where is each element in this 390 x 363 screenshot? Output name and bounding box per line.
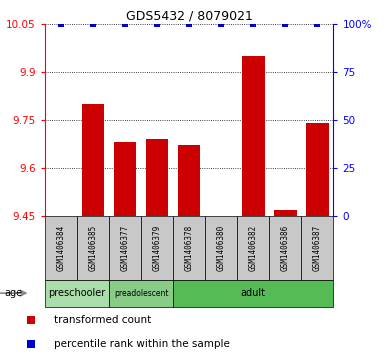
Bar bbox=[109, 280, 173, 307]
Bar bbox=[242, 56, 264, 216]
Text: GSM1406385: GSM1406385 bbox=[89, 225, 98, 271]
Bar bbox=[173, 216, 205, 280]
Point bbox=[250, 21, 256, 26]
Text: GSM1406380: GSM1406380 bbox=[217, 225, 226, 271]
Point bbox=[90, 21, 96, 26]
Point bbox=[282, 21, 289, 26]
Text: GSM1406379: GSM1406379 bbox=[152, 225, 161, 271]
Bar bbox=[205, 216, 237, 280]
Bar bbox=[77, 216, 109, 280]
Text: transformed count: transformed count bbox=[53, 315, 151, 325]
Point bbox=[122, 21, 128, 26]
Bar bbox=[237, 216, 269, 280]
Point bbox=[186, 21, 192, 26]
Text: percentile rank within the sample: percentile rank within the sample bbox=[53, 339, 229, 348]
Text: GSM1406384: GSM1406384 bbox=[57, 225, 66, 271]
Bar bbox=[306, 123, 329, 216]
Point bbox=[218, 21, 224, 26]
Bar bbox=[141, 216, 173, 280]
Text: GSM1406387: GSM1406387 bbox=[313, 225, 322, 271]
Text: adult: adult bbox=[241, 288, 266, 298]
Bar bbox=[82, 104, 104, 216]
Bar bbox=[274, 209, 296, 216]
Point bbox=[154, 21, 160, 26]
Bar bbox=[301, 216, 333, 280]
Title: GDS5432 / 8079021: GDS5432 / 8079021 bbox=[126, 9, 253, 23]
Point bbox=[58, 21, 64, 26]
Bar bbox=[114, 142, 136, 216]
Text: age: age bbox=[4, 288, 22, 298]
Bar bbox=[146, 139, 168, 216]
Bar bbox=[45, 280, 109, 307]
Bar bbox=[173, 280, 333, 307]
Text: GSM1406377: GSM1406377 bbox=[121, 225, 129, 271]
Bar bbox=[269, 216, 301, 280]
Point bbox=[314, 21, 321, 26]
Point bbox=[28, 317, 34, 323]
Text: GSM1406382: GSM1406382 bbox=[249, 225, 258, 271]
Text: GSM1406386: GSM1406386 bbox=[281, 225, 290, 271]
Text: preschooler: preschooler bbox=[48, 288, 106, 298]
Point bbox=[28, 340, 34, 346]
Text: GSM1406378: GSM1406378 bbox=[184, 225, 194, 271]
Bar bbox=[45, 216, 77, 280]
Bar bbox=[109, 216, 141, 280]
Text: preadolescent: preadolescent bbox=[114, 289, 168, 298]
Bar bbox=[178, 146, 200, 216]
